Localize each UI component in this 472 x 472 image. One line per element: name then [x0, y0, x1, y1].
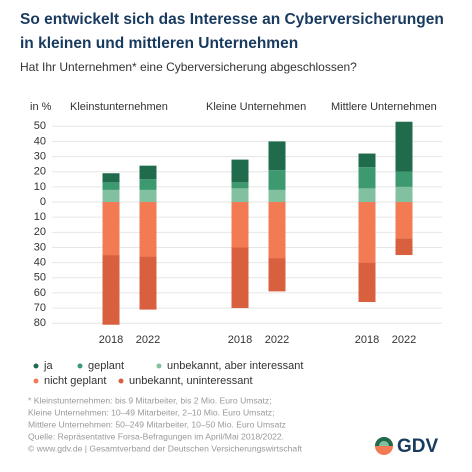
x-tick-label: 2018 — [228, 334, 252, 346]
panel-title: Kleinstunternehmen — [70, 101, 168, 113]
bar-segment — [358, 153, 376, 168]
y-tick-label: 40 — [34, 135, 46, 147]
y-tick-label: 10 — [34, 211, 46, 223]
x-tick-label: 2018 — [99, 334, 123, 346]
note: Quelle: Repräsentative Forsa-Befragungen… — [28, 431, 284, 441]
footer: © www.gdv.de | Gesamtverband der Deutsch… — [28, 443, 303, 453]
legend-label: unbekannt, uninteressant — [129, 375, 253, 387]
note: * Kleinstunternehmen: bis 9 Mitarbeiter,… — [28, 395, 272, 405]
y-tick-label: 70 — [34, 302, 46, 314]
note: Mittlere Unternehmen: 50–249 Mitarbeiter… — [28, 419, 286, 429]
bar-segment — [231, 202, 249, 248]
bar-segment — [358, 188, 376, 203]
panel-title: Mittlere Unternehmen — [331, 101, 437, 113]
bar-segment — [395, 202, 413, 239]
bar-segment — [231, 159, 249, 183]
legend-marker — [156, 363, 162, 369]
bar-segment — [268, 258, 286, 292]
bar-segment — [395, 121, 413, 172]
bar-segment — [268, 170, 286, 190]
legend-marker — [33, 378, 39, 384]
bar-segment — [395, 238, 413, 256]
x-tick-label: 2022 — [136, 334, 160, 346]
bar-segment — [231, 182, 249, 189]
y-axis-label: in % — [30, 101, 52, 113]
bar-segment — [268, 141, 286, 171]
bar-segment — [231, 188, 249, 203]
x-tick-label: 2018 — [355, 334, 379, 346]
y-tick-label: 30 — [34, 241, 46, 253]
subtitle: Hat Ihr Unternehmen* eine Cyberversicher… — [20, 60, 357, 74]
legend-marker — [77, 363, 83, 369]
y-tick-label: 60 — [34, 287, 46, 299]
x-tick-label: 2022 — [265, 334, 289, 346]
bar-segment — [268, 189, 286, 203]
legend-marker — [118, 378, 124, 384]
y-tick-label: 80 — [34, 317, 46, 329]
legend-label: unbekannt, aber interessant — [167, 360, 303, 372]
y-tick-label: 10 — [34, 181, 46, 193]
bar-segment — [139, 179, 157, 190]
x-tick-label: 2022 — [392, 334, 416, 346]
bar-segment — [139, 256, 157, 310]
y-tick-label: 0 — [40, 196, 46, 208]
bar-segment — [231, 247, 249, 309]
logo-icon — [379, 441, 389, 446]
bar-segment — [358, 202, 376, 263]
note: Kleine Unternehmen: 10–49 Mitarbeiter, 2… — [28, 407, 274, 417]
logo: GDV — [375, 436, 439, 457]
y-tick-label: 50 — [34, 272, 46, 284]
legend-label: ja — [43, 360, 53, 372]
y-tick-label: 40 — [34, 257, 46, 269]
y-tick-label: 20 — [34, 226, 46, 238]
y-tick-label: 20 — [34, 166, 46, 178]
bar-segment — [139, 189, 157, 203]
bar-segment — [102, 189, 120, 203]
legend-label: nicht geplant — [44, 375, 106, 387]
bar-segment — [268, 202, 286, 259]
bar-segment — [139, 165, 157, 180]
bar-segment — [139, 202, 157, 257]
y-tick-label: 50 — [34, 120, 46, 132]
bar-segment — [102, 255, 120, 325]
logo-text: GDV — [397, 436, 439, 457]
bar-segment — [102, 173, 120, 183]
legend-label: geplant — [88, 360, 124, 372]
chart-title: in kleinen und mittleren Unternehmen — [20, 35, 298, 52]
panel-title: Kleine Unternehmen — [206, 101, 306, 113]
bar-segment — [395, 186, 413, 203]
bar-segment — [358, 262, 376, 303]
bar-segment — [395, 171, 413, 187]
bar-segment — [102, 182, 120, 190]
legend-marker — [33, 363, 39, 369]
bar-segment — [358, 167, 376, 189]
chart-title: So entwickelt sich das Interesse an Cybe… — [20, 11, 444, 28]
y-tick-label: 30 — [34, 150, 46, 162]
bar-segment — [102, 202, 120, 256]
